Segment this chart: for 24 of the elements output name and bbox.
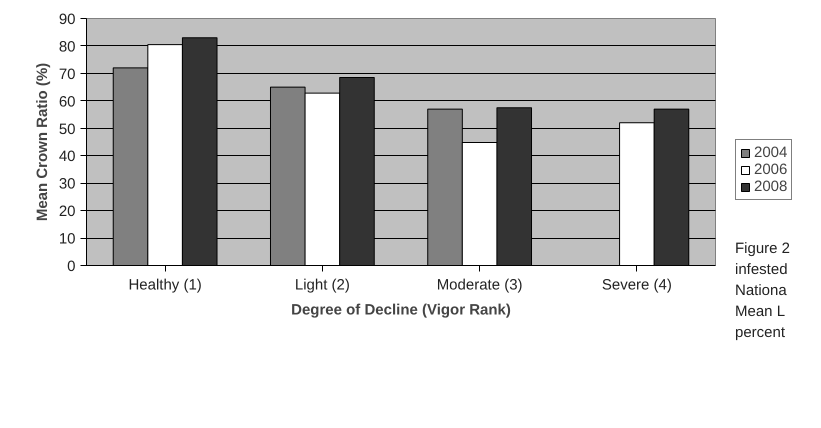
x-tick-label: Moderate (3) [436, 276, 523, 294]
x-axis-title: Degree of Decline (Vigor Rank) [291, 302, 511, 318]
y-tick-label: 70 [58, 66, 76, 83]
text: Nationa [735, 281, 788, 301]
legend-label: 2008 [754, 178, 788, 195]
legend-label: 2006 [754, 161, 788, 178]
text: Mean L [735, 302, 786, 322]
x-tick-label: Healthy (1) [128, 276, 202, 294]
caption: Figure 2 [735, 239, 790, 259]
x-tick-label: Light (2) [294, 276, 350, 294]
y-tick-label: 0 [67, 258, 76, 275]
text: percent [735, 323, 786, 343]
x-tick-label: Severe (4) [602, 276, 672, 294]
y-tick-label: 80 [58, 38, 76, 56]
legend-label: 2004 [754, 144, 788, 161]
y-tick-label: 10 [58, 230, 76, 248]
y-tick-label: 40 [58, 148, 76, 166]
y-tick-label: 30 [58, 176, 76, 193]
y-tick-label: 50 [58, 120, 76, 138]
y-axis-title: Mean Crown Ratio (%) [34, 62, 51, 222]
y-tick-label: 20 [58, 203, 76, 220]
y-tick-label: 90 [58, 11, 76, 28]
text: infested [735, 260, 789, 280]
y-tick-label: 60 [58, 93, 76, 110]
